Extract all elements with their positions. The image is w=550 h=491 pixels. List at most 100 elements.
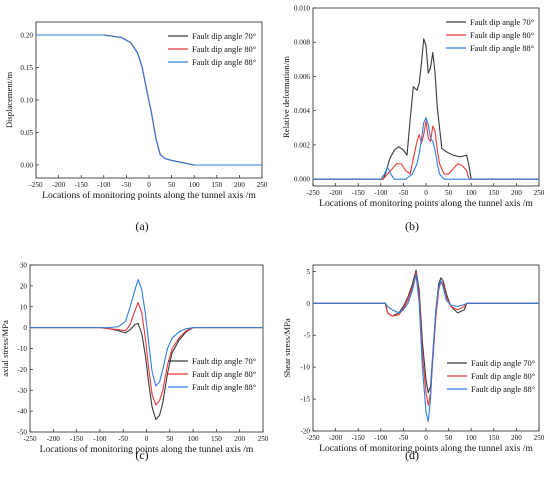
x-tick-label: -50 (118, 435, 128, 443)
x-tick-label: -100 (374, 434, 388, 442)
legend-label: Fault dip angle 88° (471, 385, 535, 394)
x-axis-label: Locations of monitoring points along the… (319, 443, 533, 454)
y-axis-label: axial stress/MPa (0, 320, 10, 377)
legend-label: Fault dip angle 70° (471, 359, 535, 368)
series-line-80 (313, 120, 539, 180)
y-tick-label: -20 (17, 366, 27, 374)
x-axis-label: Locations of monitoring points along the… (40, 444, 254, 455)
y-tick-label: -5 (304, 332, 310, 340)
x-tick-label: -200 (329, 189, 343, 197)
panel-label: (a) (135, 219, 148, 233)
x-tick-label: 100 (189, 181, 200, 189)
y-tick-label: 10 (20, 303, 28, 311)
y-tick-label: -50 (17, 429, 27, 437)
series-line-88 (313, 116, 539, 180)
x-tick-label: 0 (424, 189, 428, 197)
x-tick-label: -150 (70, 435, 84, 443)
y-tick-label: 0.20 (20, 32, 33, 40)
x-tick-label: -250 (306, 434, 320, 442)
y-tick-label: 5 (306, 268, 310, 276)
y-tick-label: 0.000 (294, 176, 311, 184)
panel-a: -250 -200 -150 -100 -50 0 50 100 150 200 250 0.00 0.… (4, 21, 268, 233)
x-tick-label: 150 (488, 434, 499, 442)
x-tick-label: 50 (168, 181, 176, 189)
x-tick-label: 250 (534, 434, 545, 442)
y-tick-label: -40 (17, 408, 27, 416)
series-line-70 (30, 322, 263, 421)
x-tick-label: -250 (29, 181, 43, 189)
x-tick-label: 250 (257, 181, 268, 189)
x-tick-label: 250 (258, 435, 269, 443)
y-tick-label: 0 (23, 324, 27, 332)
x-tick-label: 50 (445, 189, 453, 197)
y-tick-label: -15 (300, 396, 310, 404)
x-tick-label: 200 (234, 435, 245, 443)
legend-label: Fault dip angle 88° (192, 383, 256, 392)
series-line-80 (313, 272, 539, 407)
y-tick-label: -10 (17, 345, 27, 353)
y-tick-label: 0.010 (294, 5, 311, 13)
x-tick-label: 200 (234, 181, 245, 189)
x-tick-label: -50 (399, 434, 409, 442)
series-line-88 (36, 34, 262, 166)
y-axis-label: Shear stress/MPa (282, 318, 292, 378)
x-tick-label: 150 (211, 435, 222, 443)
x-tick-label: -150 (75, 181, 89, 189)
series-line-88 (30, 279, 263, 387)
x-tick-label: -150 (352, 434, 366, 442)
x-tick-label: -250 (306, 189, 320, 197)
legend-label: Fault dip angle 70° (192, 357, 256, 366)
y-tick-label: 0.006 (294, 73, 311, 81)
x-tick-label: -50 (399, 189, 409, 197)
x-tick-label: 250 (534, 189, 545, 197)
x-tick-label: 100 (188, 435, 199, 443)
panel-c: -250 -200 -150 -100 -50 0 50 100 150 200 250 -50 -40… (0, 262, 269, 463)
x-tick-label: -200 (47, 435, 61, 443)
x-tick-label: -200 (329, 434, 343, 442)
y-tick-label: 30 (20, 262, 28, 270)
x-tick-label: 200 (511, 189, 522, 197)
x-tick-label: 0 (424, 434, 428, 442)
x-axis-label: Locations of monitoring points along the… (42, 190, 256, 201)
x-tick-label: 150 (488, 189, 499, 197)
panel-d: -250 -200 -150 -100 -50 0 50 100 150 200 250-20-15… (282, 264, 545, 462)
legend-label: Fault dip angle 80° (471, 372, 535, 381)
legend-label: Fault dip angle 88° (470, 44, 534, 53)
legend-label: Fault dip angle 70° (470, 18, 534, 27)
legend-label: Fault dip angle 70° (192, 32, 256, 41)
series-line-70 (313, 38, 539, 180)
legend-label: Fault dip angle 80° (192, 45, 256, 54)
series-line-88 (313, 274, 539, 422)
panel-label: (d) (405, 448, 419, 462)
legend-label: Fault dip angle 88° (192, 58, 256, 67)
x-axis-label: Locations of monitoring points along the… (319, 198, 533, 209)
x-tick-label: 100 (466, 189, 477, 197)
x-tick-label: -100 (93, 435, 107, 443)
legend-label: Fault dip angle 80° (192, 370, 256, 379)
x-tick-label: -50 (122, 181, 132, 189)
y-tick-label: 0.05 (20, 129, 33, 137)
x-tick-label: 50 (445, 434, 453, 442)
panel-b: -250 -200 -150 -100 -50 0 50 100 150 200 250 0.000 0… (281, 5, 545, 234)
x-tick-label: -100 (374, 189, 388, 197)
y-axis-label: Displacement/m (4, 72, 14, 129)
panel-label: (c) (135, 448, 148, 462)
x-tick-label: -100 (97, 181, 111, 189)
y-tick-label: -10 (300, 364, 310, 372)
x-tick-label: -150 (352, 189, 366, 197)
y-tick-label: 0.10 (20, 97, 33, 105)
y-tick-label: -20 (300, 428, 310, 436)
y-tick-label: 0.004 (294, 107, 311, 115)
y-tick-label: -30 (17, 387, 27, 395)
y-tick-label: 0.008 (294, 39, 311, 47)
legend-label: Fault dip angle 80° (470, 31, 534, 40)
x-tick-label: 50 (166, 435, 174, 443)
x-tick-label: 150 (211, 181, 222, 189)
y-tick-label: 20 (20, 282, 28, 290)
y-axis-label: Relative deformation/m (281, 56, 291, 138)
x-tick-label: -200 (52, 181, 66, 189)
series-line-80 (30, 302, 263, 406)
x-tick-label: -250 (23, 435, 37, 443)
x-tick-label: 0 (147, 181, 151, 189)
